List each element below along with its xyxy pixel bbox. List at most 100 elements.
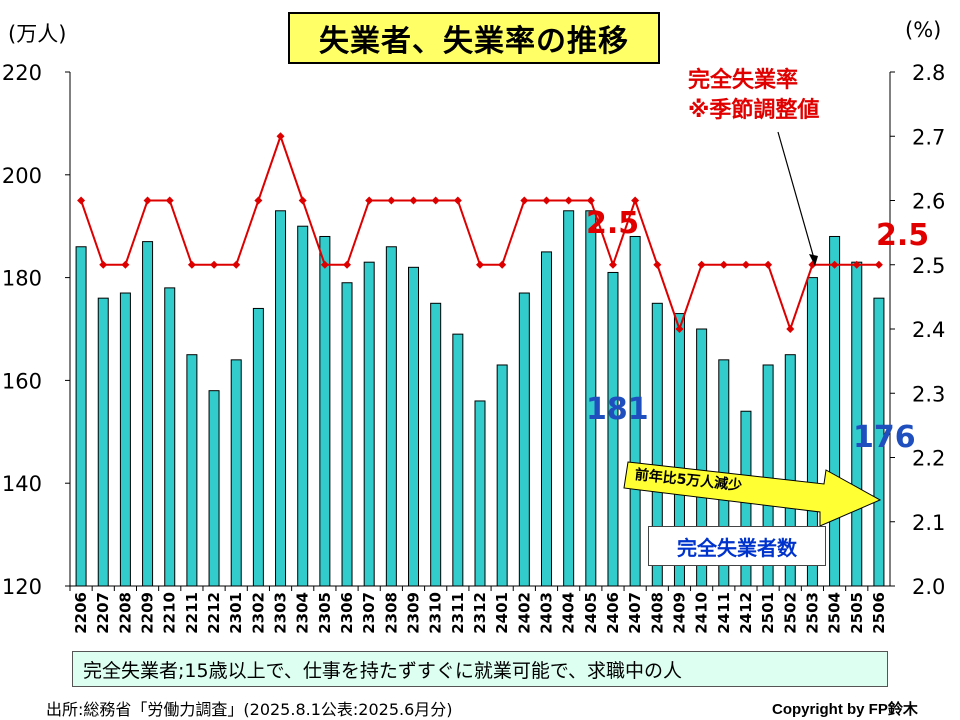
x-tick-label: 2501 <box>759 592 777 634</box>
rate-point-2310 <box>431 196 440 205</box>
rate-point-2308 <box>387 196 396 205</box>
x-tick-label: 2412 <box>737 592 755 634</box>
x-tick-label: 2301 <box>227 592 245 634</box>
bar-2206 <box>75 246 87 587</box>
rate-point-2311 <box>453 196 462 205</box>
rate-point-2206 <box>77 196 86 205</box>
right-tick-label: 2.7 <box>912 125 945 149</box>
x-tick-label: 2306 <box>338 592 356 634</box>
left-tick-label: 220 <box>2 61 42 85</box>
x-tick-label: 2305 <box>316 592 334 634</box>
x-tick-label: 2303 <box>272 592 290 634</box>
rate-point-2402 <box>520 196 529 205</box>
rate-point-2210 <box>165 196 174 205</box>
bar-2309 <box>408 266 420 587</box>
bar-2403 <box>540 251 552 587</box>
x-tick-label: 2407 <box>626 592 644 634</box>
x-tick-label: 2211 <box>183 592 201 634</box>
right-tick-label: 2.8 <box>912 61 945 85</box>
rate-point-2411 <box>719 260 728 269</box>
x-tick-label: 2504 <box>826 592 844 634</box>
rate-series-label: 完全失業率 ※季節調整値 <box>688 66 819 126</box>
rate-point-2407 <box>631 196 640 205</box>
x-tick-label: 2401 <box>493 592 511 634</box>
bar-2311 <box>452 333 464 587</box>
bar-2406 <box>607 271 619 587</box>
bar-2209 <box>142 241 154 587</box>
rate-point-2403 <box>542 196 551 205</box>
x-tick-label: 2209 <box>139 592 157 634</box>
definition-note: 完全失業者;15歳以上で、仕事を持たずすぐに就業可能で、求職中の人 <box>72 651 888 687</box>
bar-2305 <box>319 235 331 587</box>
bar-2208 <box>119 292 131 587</box>
x-tick-label: 2505 <box>848 592 866 634</box>
rate-point-2506 <box>874 260 883 269</box>
bar-2306 <box>341 282 353 587</box>
x-tick-label: 2309 <box>405 592 423 634</box>
source-note: 出所:総務省「労働力調査」(2025.8.1公表:2025.6月分) <box>46 700 453 719</box>
left-tick-label: 160 <box>2 369 42 393</box>
rate-point-2304 <box>298 196 307 205</box>
bar-2404 <box>563 210 575 587</box>
rate-value-2406: 2.5 <box>586 206 640 241</box>
rate-point-2405 <box>586 196 595 205</box>
left-tick-label: 200 <box>2 164 42 188</box>
bar-2211 <box>186 354 198 587</box>
x-tick-label: 2302 <box>249 592 267 634</box>
x-tick-label: 2208 <box>116 592 134 634</box>
x-tick-label: 2403 <box>537 592 555 634</box>
x-tick-label: 2503 <box>803 592 821 634</box>
rate-point-2301 <box>232 260 241 269</box>
bar-2303 <box>275 210 287 587</box>
x-tick-label: 2207 <box>94 592 112 634</box>
chart-title: 失業者、失業率の推移 <box>288 12 660 64</box>
rate-point-2302 <box>254 196 263 205</box>
x-tick-label: 2307 <box>360 592 378 634</box>
left-axis-unit: (万人) <box>8 22 67 46</box>
unemployed-value-2506: 176 <box>853 420 916 455</box>
x-tick-label: 2404 <box>560 592 578 634</box>
x-tick-label: 2406 <box>604 592 622 634</box>
bar-2401 <box>496 364 508 587</box>
rate-point-2312 <box>476 260 484 269</box>
x-tick-label: 2410 <box>693 592 711 634</box>
bar-2308 <box>385 246 397 587</box>
bar-2312 <box>474 400 486 587</box>
rate-line <box>80 133 879 333</box>
rate-point-2208 <box>121 260 130 269</box>
right-tick-label: 2.1 <box>912 511 945 535</box>
right-tick-label: 2.5 <box>912 254 945 278</box>
x-tick-label: 2311 <box>449 592 467 634</box>
bar-2301 <box>230 359 242 587</box>
x-tick-label: 2312 <box>471 592 489 634</box>
rate-point-2410 <box>697 260 706 269</box>
copyright: Copyright by FP鈴木 <box>772 701 918 718</box>
bar-2402 <box>518 292 530 587</box>
rate-point-2307 <box>365 196 374 205</box>
right-tick-label: 2.2 <box>912 447 945 471</box>
right-tick-label: 2.3 <box>912 382 945 406</box>
x-tick-label: 2206 <box>72 592 90 634</box>
bar-2504 <box>829 235 841 587</box>
x-tick-label: 2212 <box>205 592 223 634</box>
bar-series-label: 完全失業者数 <box>648 526 826 566</box>
right-tick-label: 2.4 <box>912 318 945 342</box>
x-tick-label: 2409 <box>670 592 688 634</box>
rate-label-pointer <box>777 131 816 263</box>
x-tick-label: 2304 <box>294 592 312 634</box>
x-tick-label: 2310 <box>427 592 445 634</box>
rate-point-2306 <box>343 260 352 269</box>
right-tick-label: 2.6 <box>912 190 945 214</box>
rate-point-2305 <box>320 260 329 269</box>
rate-point-2303 <box>276 132 285 141</box>
x-tick-label: 2402 <box>515 592 533 634</box>
rate-point-2309 <box>409 196 418 205</box>
left-tick-label: 120 <box>2 575 42 599</box>
rate-point-2412 <box>741 260 750 269</box>
rate-point-2501 <box>764 260 773 269</box>
rate-point-2209 <box>143 196 152 205</box>
bar-2307 <box>363 261 375 587</box>
x-tick-label: 2210 <box>161 592 179 634</box>
rate-point-2408 <box>653 260 662 269</box>
